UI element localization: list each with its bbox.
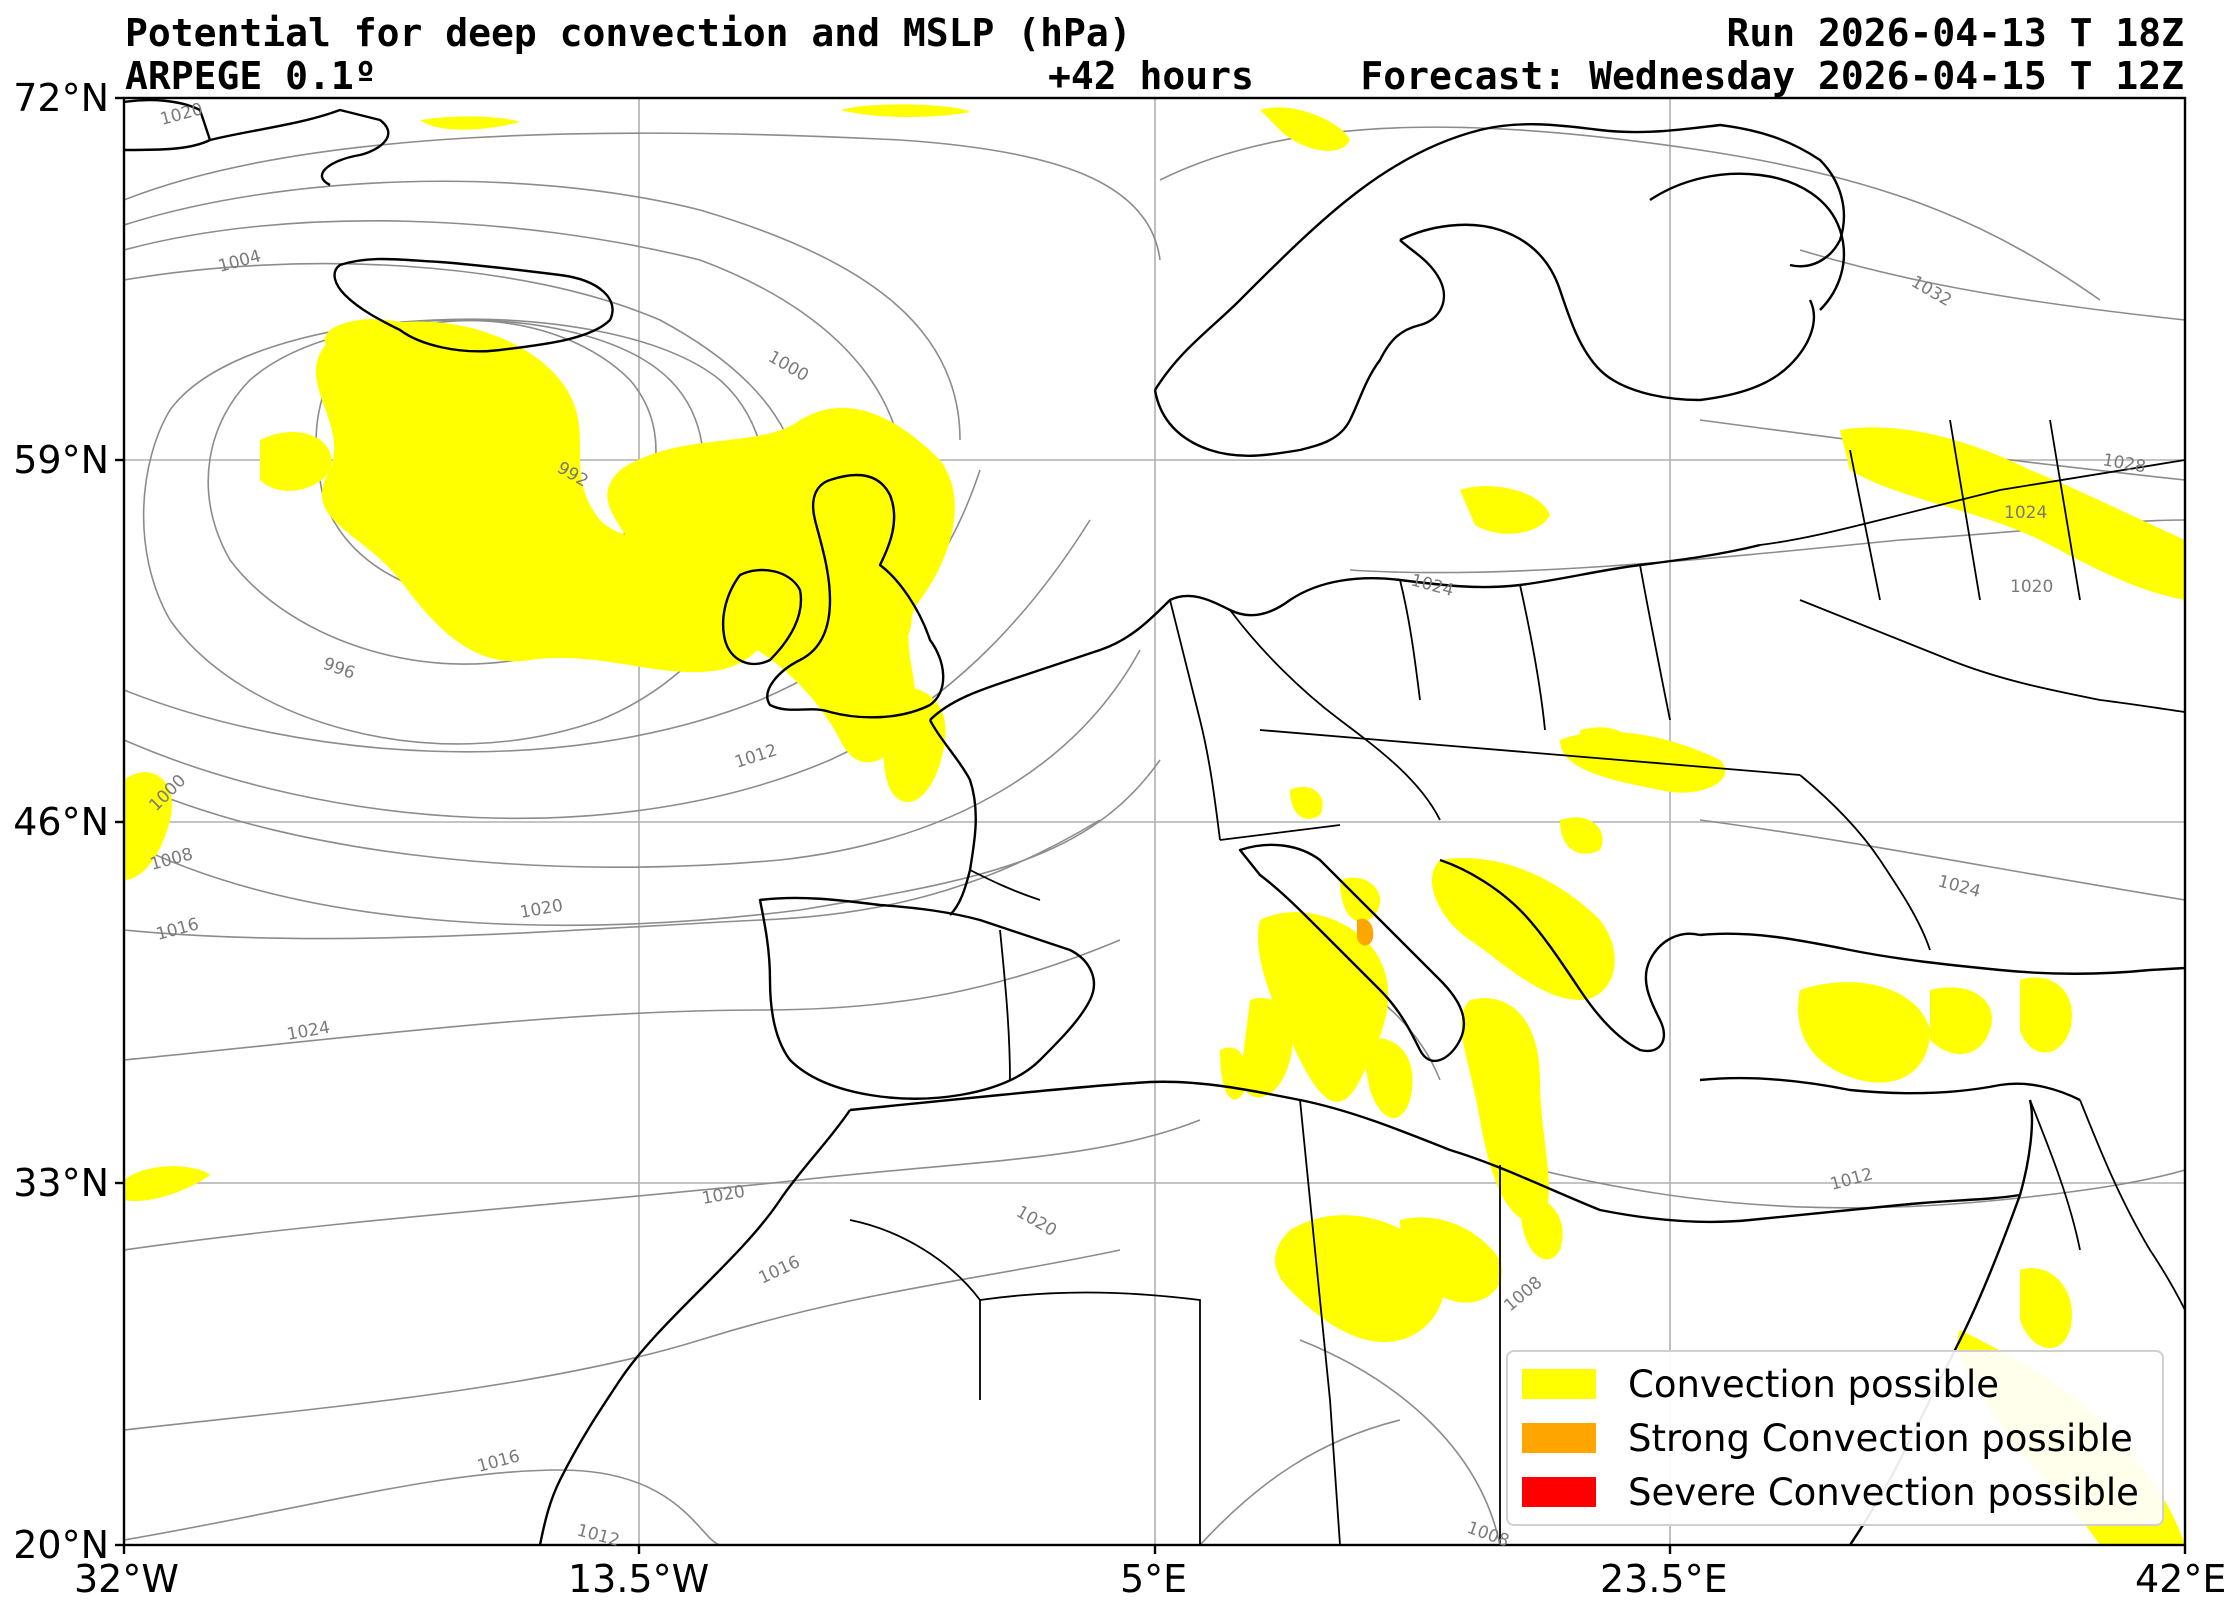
coastlines — [124, 98, 2185, 1545]
legend-swatch-convection — [1522, 1369, 1596, 1399]
lat-label: 20°N — [13, 1523, 109, 1567]
legend: Convection possible Strong Convection po… — [1506, 1350, 2164, 1526]
lat-label: 72°N — [13, 76, 109, 120]
legend-item: Strong Convection possible — [1522, 1416, 2133, 1460]
lon-label: 32°W — [74, 1557, 179, 1601]
lat-label: 33°N — [13, 1161, 109, 1205]
legend-label: Convection possible — [1628, 1362, 2000, 1406]
lat-label: 46°N — [13, 800, 109, 844]
legend-swatch-severe — [1522, 1477, 1596, 1507]
legend-swatch-strong — [1522, 1423, 1596, 1453]
forecast-label: Forecast: Wednesday 2026-04-15 T 12Z — [1360, 54, 2184, 98]
legend-item: Severe Convection possible — [1522, 1470, 2139, 1514]
lat-label: 59°N — [13, 438, 109, 482]
isobar-label: 1020 — [2010, 577, 2053, 597]
run-label: Run 2026-04-13 T 18Z — [1726, 11, 2184, 55]
lead-time-label: +42 hours — [1048, 54, 1254, 98]
legend-label: Severe Convection possible — [1628, 1470, 2139, 1514]
chart-title: Potential for deep convection and MSLP (… — [125, 11, 1132, 55]
legend-item: Convection possible — [1522, 1362, 2000, 1406]
legend-label: Strong Convection possible — [1628, 1416, 2133, 1460]
lon-label: 42°E — [2135, 1557, 2227, 1601]
strong-convection-areas — [1357, 918, 1374, 946]
lon-label: 13.5°W — [568, 1557, 710, 1601]
lon-label: 5°E — [1120, 1557, 1188, 1601]
lon-label: 23.5°E — [1600, 1557, 1728, 1601]
isobar-label: 1024 — [2004, 503, 2047, 523]
model-label: ARPEGE 0.1º — [125, 54, 377, 98]
borders — [849, 419, 2185, 1545]
